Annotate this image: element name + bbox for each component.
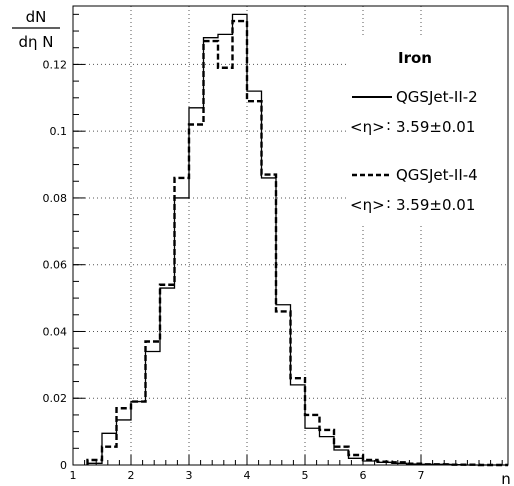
legend-title: Iron: [398, 49, 432, 67]
legend-series-1-name: QGSJet-II-2: [396, 88, 478, 106]
legend-series-1-mean: 3.59±0.01: [396, 118, 475, 136]
y-tick-label: 0: [60, 459, 67, 472]
x-tick-label: 2: [128, 469, 135, 482]
legend-background: [346, 38, 506, 224]
legend-series-1-separator: :: [386, 116, 391, 134]
x-tick-label: 4: [244, 469, 251, 482]
legend-series-1-eta: <η>: [350, 118, 385, 136]
legend-series-2-name: QGSJet-II-4: [396, 166, 478, 184]
x-tick-labels: 1 2 3 4 5 6 7: [70, 469, 425, 482]
y-axis-label-denominator: dη N: [18, 33, 53, 51]
y-axis-label: dN dη N: [12, 8, 60, 51]
legend-series-2-mean: 3.59±0.01: [396, 196, 475, 214]
tick-layer: [72, 13, 503, 466]
x-tick-label: 1: [70, 469, 77, 482]
x-axis-label: n: [501, 470, 511, 486]
y-tick-label: 0.12: [43, 58, 68, 71]
y-tick-label: 0.04: [43, 325, 68, 338]
x-tick-label: 3: [186, 469, 193, 482]
x-tick-label: 6: [360, 469, 367, 482]
legend-series-2-eta: <η>: [350, 196, 385, 214]
y-tick-label: 0.08: [43, 192, 68, 205]
legend: Iron QGSJet-II-2 <η> : 3.59±0.01 QGSJet-…: [346, 38, 506, 224]
series-2-histogram-line: [86, 19, 508, 467]
y-tick-label: 0.06: [43, 259, 68, 272]
y-tick-label: 0.02: [43, 392, 68, 405]
y-tick-label: 0.1: [50, 125, 68, 138]
x-tick-label: 5: [302, 469, 309, 482]
y-tick-labels: 0 0.02 0.04 0.06 0.08 0.1 0.12: [43, 58, 68, 472]
x-tick-label: 7: [418, 469, 425, 482]
legend-series-2-separator: :: [386, 194, 391, 212]
series-layer: [86, 13, 508, 467]
y-axis-label-numerator: dN: [26, 8, 47, 26]
plot-frame: [72, 5, 509, 466]
